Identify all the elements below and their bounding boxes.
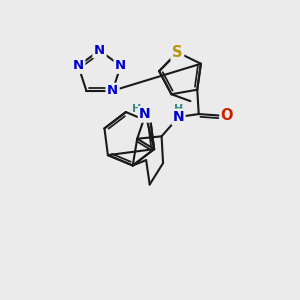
Text: N: N <box>73 59 84 72</box>
Text: S: S <box>172 45 183 60</box>
Text: N: N <box>173 110 184 124</box>
Text: H: H <box>174 104 183 114</box>
Text: N: N <box>107 84 118 97</box>
Text: N: N <box>139 107 151 122</box>
Text: N: N <box>94 44 105 57</box>
Text: N: N <box>115 59 126 72</box>
Text: H: H <box>132 104 141 114</box>
Text: O: O <box>220 108 233 123</box>
